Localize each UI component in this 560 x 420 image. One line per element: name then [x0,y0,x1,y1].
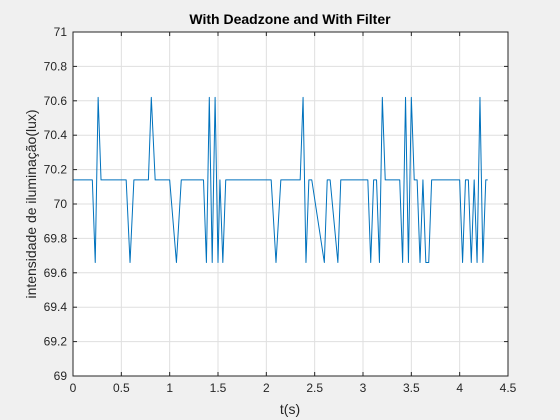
y-tick-label: 70.2 [44,163,68,177]
x-tick-label: 2 [263,381,270,395]
y-tick-label: 71 [54,25,68,39]
x-tick-label: 4.5 [500,381,517,395]
y-tick-label: 69.6 [44,266,68,280]
chart-title: With Deadzone and With Filter [189,11,391,27]
x-tick-label: 3.5 [403,381,420,395]
x-tick-label: 1 [166,381,173,395]
y-tick-label: 69 [54,369,68,383]
y-axis-ticks: 69 69.2 69.4 69.6 69.8 70 70.2 70.4 70.6 70.8 71 [44,25,508,383]
y-tick-label: 69.2 [44,335,68,349]
x-tick-label: 1.5 [210,381,227,395]
x-tick-label: 4 [456,381,463,395]
y-tick-label: 70.8 [44,59,68,73]
x-tick-label: 0 [70,381,77,395]
x-tick-label: 0.5 [113,381,130,395]
x-tick-label: 3 [360,381,367,395]
x-axis-label: t(s) [280,401,300,417]
y-tick-label: 70 [54,197,68,211]
y-tick-label: 69.8 [44,231,68,245]
series-layer [73,96,488,263]
y-tick-label: 70.4 [44,128,68,142]
y-axis-label: intensidade de iluminação(lux) [23,109,39,298]
x-tick-label: 2.5 [306,381,323,395]
series-line [73,96,488,263]
y-tick-label: 70.6 [44,94,68,108]
x-axis-ticks: 0 0.5 1 1.5 2 2.5 3 3.5 4 4.5 [70,32,517,395]
y-tick-label: 69.4 [44,300,68,314]
